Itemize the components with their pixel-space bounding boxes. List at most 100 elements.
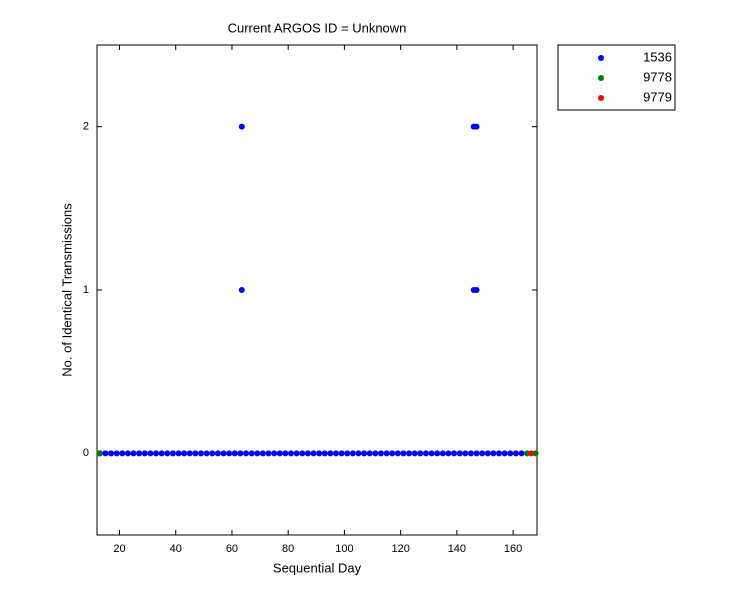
point xyxy=(181,450,188,457)
point xyxy=(108,450,115,457)
point xyxy=(254,450,261,457)
point xyxy=(411,450,418,457)
point xyxy=(231,450,238,457)
point xyxy=(406,450,413,457)
point xyxy=(238,287,245,293)
y-axis-label: No. of Identical Transmissions xyxy=(59,203,74,377)
point xyxy=(310,450,317,457)
point xyxy=(141,450,148,457)
point xyxy=(417,450,424,457)
point xyxy=(332,450,339,457)
point xyxy=(484,450,491,457)
point xyxy=(496,450,503,457)
point xyxy=(209,450,216,457)
point xyxy=(226,450,233,457)
x-tick-label: 140 xyxy=(448,543,466,555)
legend-label: 9779 xyxy=(643,89,672,104)
point xyxy=(259,450,266,457)
point xyxy=(473,450,480,457)
y-tick-label: 1 xyxy=(83,284,89,296)
legend xyxy=(557,44,676,111)
point xyxy=(518,450,525,457)
legend-marker xyxy=(598,55,604,61)
point xyxy=(153,450,160,457)
x-tick-label: 160 xyxy=(504,543,522,555)
point xyxy=(136,450,143,457)
point xyxy=(439,450,446,457)
point xyxy=(102,450,109,457)
point xyxy=(532,450,539,457)
point xyxy=(400,450,407,457)
x-tick-label: 80 xyxy=(282,543,294,555)
chart-title: Current ARGOS ID = Unknown xyxy=(228,20,407,35)
point xyxy=(366,450,373,457)
point xyxy=(321,450,328,457)
point xyxy=(299,450,306,457)
point xyxy=(372,450,379,457)
x-tick-label: 40 xyxy=(170,543,182,555)
x-tick-label: 60 xyxy=(226,543,238,555)
point xyxy=(287,450,294,457)
point xyxy=(276,450,283,457)
point xyxy=(355,450,362,457)
point xyxy=(192,450,199,457)
point xyxy=(265,450,272,457)
point xyxy=(304,450,311,457)
point xyxy=(434,450,441,457)
point xyxy=(248,450,255,457)
point xyxy=(316,450,323,457)
point xyxy=(119,450,126,457)
y-tick-label: 0 xyxy=(83,447,89,459)
point xyxy=(383,450,390,457)
x-tick-label: 100 xyxy=(335,543,353,555)
point xyxy=(394,450,401,457)
point xyxy=(344,450,351,457)
point xyxy=(169,450,176,457)
point xyxy=(507,450,514,457)
point xyxy=(422,450,429,457)
point xyxy=(130,450,137,457)
x-axis-label: Sequential Day xyxy=(273,560,362,575)
point xyxy=(467,450,474,457)
point xyxy=(198,450,205,457)
point xyxy=(338,450,345,457)
point xyxy=(113,450,120,457)
x-tick-label: 120 xyxy=(391,543,409,555)
point xyxy=(124,450,131,457)
point xyxy=(243,450,250,457)
point xyxy=(96,450,103,457)
legend-label: 1536 xyxy=(643,49,672,64)
point xyxy=(473,287,480,293)
point xyxy=(164,450,171,457)
legend-marker xyxy=(598,75,604,81)
legend-marker xyxy=(598,95,604,101)
point xyxy=(220,450,227,457)
point xyxy=(479,450,486,457)
point xyxy=(490,450,497,457)
legend-label: 9778 xyxy=(643,69,672,84)
point xyxy=(186,450,193,457)
point xyxy=(512,450,519,457)
point xyxy=(361,450,368,457)
point xyxy=(528,450,535,457)
point xyxy=(349,450,356,457)
point xyxy=(389,450,396,457)
point xyxy=(377,450,384,457)
point xyxy=(501,450,508,457)
point xyxy=(451,450,458,457)
point xyxy=(428,450,435,457)
point xyxy=(524,450,531,457)
point xyxy=(462,450,469,457)
point xyxy=(282,450,289,457)
x-tick-label: 20 xyxy=(113,543,125,555)
point xyxy=(445,450,452,457)
point xyxy=(214,450,221,457)
point xyxy=(327,450,334,457)
point xyxy=(158,450,165,457)
point xyxy=(293,450,300,457)
y-tick-label: 2 xyxy=(83,121,89,133)
point xyxy=(271,450,278,457)
point xyxy=(238,123,245,130)
point xyxy=(473,123,480,130)
